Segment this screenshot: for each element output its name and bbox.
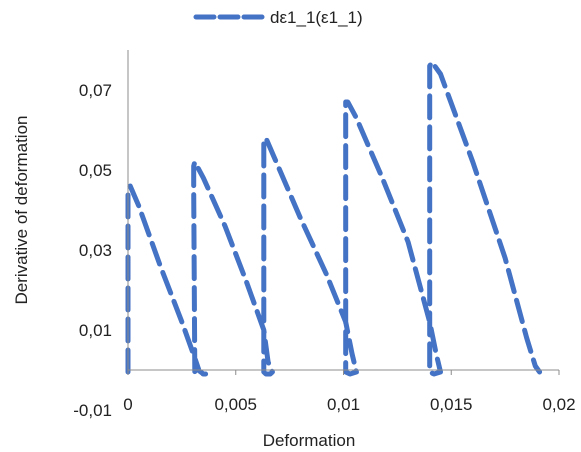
legend-label: dε1_1(ε1_1) [270, 8, 363, 27]
y-tick-label: 0,07 [79, 81, 112, 100]
y-axis-title: Derivative of deformation [12, 116, 31, 305]
y-tick-label: 0,01 [79, 321, 112, 340]
y-tick-label: 0,03 [79, 241, 112, 260]
x-tick-label: 0 [123, 395, 132, 414]
legend: dε1_1(ε1_1) [193, 8, 363, 27]
plot-area [125, 59, 543, 377]
y-axis: -0,01 0,01 0,03 0,05 0,07 [73, 50, 129, 420]
series-line [125, 59, 543, 377]
x-tick-label: 0,02 [542, 395, 575, 414]
y-tick-label: -0,01 [73, 401, 112, 420]
x-tick-label: 0,015 [430, 395, 473, 414]
x-tick-label: 0,01 [327, 395, 360, 414]
x-axis-title: Deformation [263, 431, 356, 450]
x-tick-label: 0,005 [214, 395, 257, 414]
y-tick-label: 0,05 [79, 161, 112, 180]
x-axis: 0 0,005 0,01 0,015 0,02 [123, 369, 576, 414]
